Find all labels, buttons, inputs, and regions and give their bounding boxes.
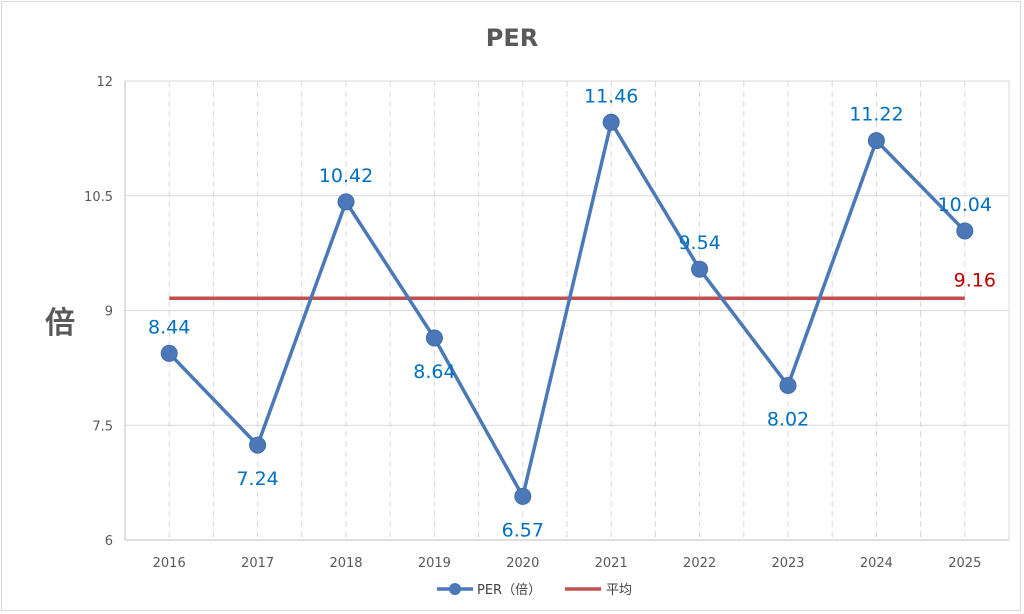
per-data-label: 10.04 bbox=[938, 194, 992, 216]
chart-title: PER bbox=[486, 24, 538, 52]
per-series-line bbox=[167, 120, 967, 499]
per-data-label: 8.02 bbox=[767, 408, 809, 430]
per-data-label: 9.54 bbox=[678, 232, 720, 254]
per-data-point bbox=[867, 132, 885, 150]
x-tick-label: 2021 bbox=[595, 556, 628, 571]
per-data-label: 11.22 bbox=[849, 104, 903, 126]
x-tick-label: 2016 bbox=[153, 556, 186, 571]
per-data-label: 11.46 bbox=[584, 85, 638, 107]
y-tick-label: 9 bbox=[105, 305, 113, 320]
per-data-label: 6.57 bbox=[502, 519, 544, 541]
series-layer bbox=[160, 113, 974, 505]
per-data-point bbox=[160, 344, 178, 362]
per-data-point bbox=[691, 260, 709, 278]
x-tick-label: 2024 bbox=[860, 556, 893, 571]
y-tick-label: 12 bbox=[96, 75, 113, 90]
per-data-label: 7.24 bbox=[236, 468, 278, 490]
y-axis-title: 倍 bbox=[45, 306, 75, 341]
y-tick-label: 7.5 bbox=[92, 419, 113, 434]
y-tick-label: 10.5 bbox=[84, 190, 113, 205]
axis-layer: 6 7.5 9 10.5 12 2016 2017 2018 2019 2020 2021 2022 2… bbox=[84, 75, 1010, 571]
x-tick-label: 2019 bbox=[418, 556, 451, 571]
legend-per-label: PER（倍） bbox=[477, 583, 541, 598]
per-data-point bbox=[514, 487, 532, 505]
per-data-point bbox=[249, 436, 267, 454]
data-label-layer: 9.16 8.44 7.24 10.42 8.64 6.57 11.46 9.54 8.02 11… bbox=[148, 85, 996, 541]
legend-average-label: 平均 bbox=[606, 583, 632, 598]
legend: PER（倍） 平均 bbox=[437, 583, 632, 598]
per-data-label: 10.42 bbox=[319, 165, 373, 187]
x-tick-label: 2025 bbox=[948, 556, 981, 571]
x-tick-label: 2018 bbox=[329, 556, 362, 571]
x-tick-label: 2022 bbox=[683, 556, 716, 571]
x-tick-label: 2017 bbox=[241, 556, 274, 571]
average-value-label: 9.16 bbox=[954, 269, 996, 291]
legend-per-marker bbox=[449, 583, 461, 595]
y-tick-label: 6 bbox=[105, 534, 113, 549]
x-tick-label: 2020 bbox=[506, 556, 539, 571]
per-data-label: 8.64 bbox=[413, 361, 455, 383]
x-tick-label: 2023 bbox=[771, 556, 804, 571]
per-data-point bbox=[602, 113, 620, 131]
per-data-point bbox=[425, 329, 443, 347]
per-data-point bbox=[779, 376, 797, 394]
per-data-point bbox=[337, 193, 355, 211]
per-data-label: 8.44 bbox=[148, 316, 190, 338]
per-data-point bbox=[956, 222, 974, 240]
